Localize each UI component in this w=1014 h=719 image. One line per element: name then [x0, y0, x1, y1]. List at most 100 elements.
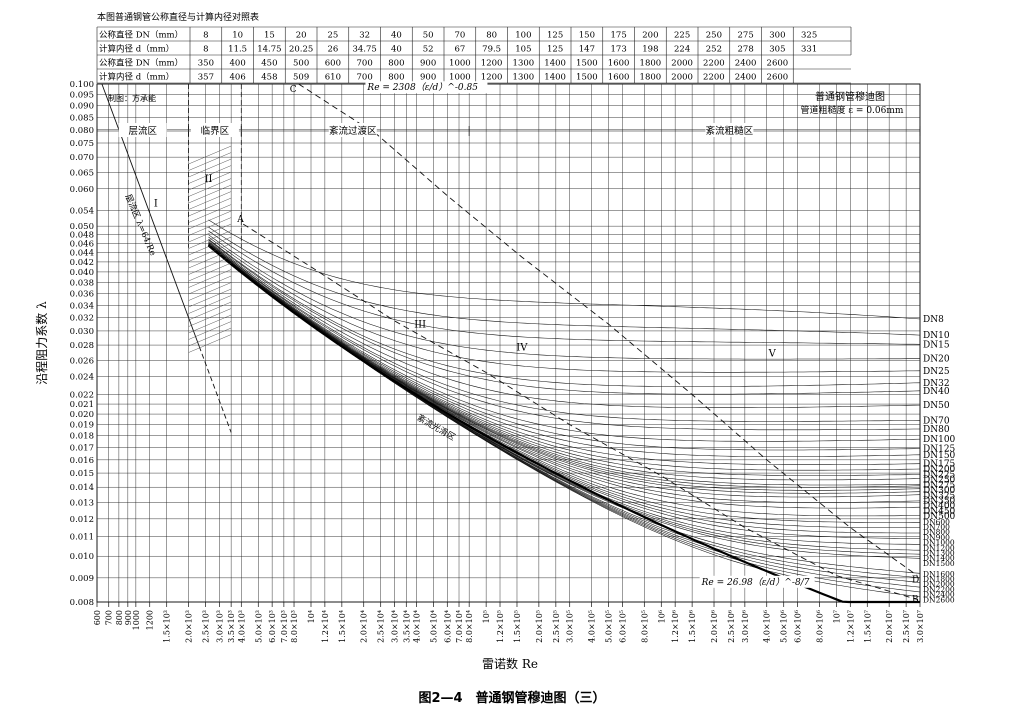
table-cell: 1500 — [576, 59, 598, 69]
x-tick-label: 1.5×10⁷ — [863, 610, 872, 643]
x-tick-label: 2.0×10³ — [185, 610, 194, 643]
zone-label-bg — [190, 123, 239, 137]
table-cell: 2600 — [767, 59, 789, 69]
table-cell: 331 — [801, 45, 817, 55]
y-tick-label: 0.011 — [70, 533, 94, 543]
dn-label: DN1200 — [923, 543, 955, 552]
table-cell: 125 — [547, 45, 563, 55]
table-cell: 900 — [420, 73, 436, 83]
table-cell: 1400 — [544, 73, 566, 83]
table-cell: 458 — [261, 73, 277, 83]
table-cell: 1800 — [640, 73, 662, 83]
critical-zone-hatch — [188, 327, 232, 347]
y-tick-label: 0.054 — [70, 206, 94, 216]
critical-zone-hatch — [188, 301, 232, 321]
formula-bg — [699, 575, 815, 588]
dn-label: DN15 — [923, 340, 950, 350]
y-tick-label: 0.022 — [70, 391, 94, 401]
point-label: A — [236, 215, 244, 225]
chart-subtitle: 管道粗糙度 ε = 0.06mm — [801, 104, 904, 116]
table-cell: 26 — [327, 45, 338, 55]
curve-dn80 — [208, 242, 920, 431]
y-tick-label: 0.012 — [70, 515, 94, 525]
dn-label: DN400 — [923, 502, 956, 512]
critical-zone-hatch — [188, 145, 232, 165]
zone-label-bg — [118, 123, 167, 137]
table-cell: 700 — [357, 73, 373, 83]
dn-label: DN8 — [923, 315, 944, 325]
curve-dn400 — [208, 244, 921, 498]
table-cell: 305 — [769, 45, 785, 55]
dn-label: DN1300 — [923, 548, 955, 557]
x-tick-label: 10⁶ — [657, 610, 666, 623]
x-tick-label: 3.0×10⁴ — [391, 610, 400, 643]
y-tick-label: 0.080 — [70, 126, 94, 136]
zone-label: 临界区 — [201, 125, 230, 137]
dn-label: DN2200 — [923, 585, 955, 594]
table-cell: 278 — [738, 45, 754, 55]
critical-zone-hatch — [188, 334, 232, 353]
boundary-line-lower — [242, 223, 918, 600]
y-tick-label: 0.090 — [70, 102, 94, 112]
dn-label: DN500 — [923, 512, 956, 522]
x-axis-label: 雷诺数 Re — [482, 656, 538, 671]
table-cell: 300 — [769, 31, 785, 41]
curve-dn1600 — [208, 245, 921, 574]
table-cell: 900 — [420, 59, 436, 69]
zone-label: 紊流粗糙区 — [706, 125, 754, 137]
dn-label: DN10 — [923, 331, 950, 341]
y-tick-label: 0.044 — [70, 248, 94, 258]
critical-zone-hatch — [188, 321, 232, 340]
curve-dn15 — [208, 230, 921, 345]
critical-zone-hatch — [188, 314, 232, 334]
table-cell: 1500 — [576, 73, 598, 83]
dn-label: DN275 — [923, 481, 956, 491]
table-cell: 147 — [579, 45, 595, 55]
dn-label: DN1800 — [923, 575, 955, 584]
curve-dn1800 — [208, 245, 921, 579]
critical-zone-hatch — [188, 236, 232, 256]
zone-numeral: I — [154, 199, 158, 210]
critical-zone-bounds — [189, 106, 232, 353]
table-cell: 2200 — [703, 73, 725, 83]
table-cell: 20.25 — [289, 45, 313, 55]
curve-dn32 — [208, 238, 921, 387]
x-tick-label: 2.5×10⁶ — [727, 610, 736, 643]
dn-label: DN150 — [923, 451, 956, 461]
table-cell: 357 — [198, 73, 214, 83]
y-tick-label: 0.070 — [70, 153, 94, 163]
critical-zone-hatch — [188, 249, 232, 269]
table-cell: 175 — [611, 31, 627, 41]
x-tick-label: 3.0×10⁶ — [741, 610, 750, 643]
x-tick-label: 6.0×10⁶ — [794, 610, 803, 643]
x-tick-label: 5.0×10³ — [254, 610, 263, 643]
y-tick-label: 0.024 — [70, 373, 94, 383]
x-tick-label: 1.2×10⁴ — [321, 610, 330, 643]
critical-zone-hatch — [188, 217, 232, 236]
y-tick-label: 0.046 — [70, 239, 94, 249]
table-cell: 125 — [547, 31, 563, 41]
table-cell: 173 — [611, 45, 627, 55]
formula-bg — [365, 81, 488, 94]
table-cell: 200 — [642, 31, 658, 41]
table-cell: 52 — [423, 45, 434, 55]
table-cell: 50 — [423, 31, 434, 41]
table-cell: 225 — [674, 31, 690, 41]
critical-zone-hatch — [188, 210, 232, 230]
laminar-line-extension — [198, 346, 232, 433]
critical-zone-hatch — [188, 256, 232, 275]
x-tick-label: 8.0×10⁵ — [640, 610, 649, 643]
table-cell: 1000 — [449, 59, 471, 69]
x-tick-label: 600 — [93, 610, 102, 625]
table-cell: 15 — [264, 31, 275, 41]
table-cell: 2600 — [767, 73, 789, 83]
upper-boundary-formula: Re = 2308（ε/d）^-0.85 — [366, 82, 478, 93]
x-tick-label: 10⁴ — [307, 610, 316, 623]
curve-dn1000 — [208, 245, 921, 539]
y-tick-label: 0.030 — [70, 327, 94, 337]
y-tick-label: 0.075 — [70, 139, 94, 149]
x-tick-label: 3.5×10⁴ — [402, 610, 411, 643]
